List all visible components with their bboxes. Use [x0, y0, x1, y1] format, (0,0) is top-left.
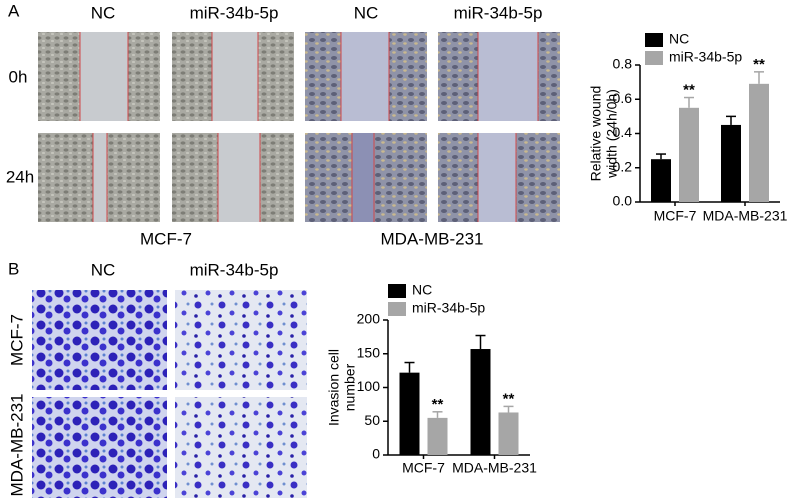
column-label: miR-34b-5p [454, 3, 543, 22]
row-label: MDA-MB-231 [7, 394, 26, 497]
y-tick-label: 50 [364, 412, 380, 428]
y-tick-label: 200 [357, 311, 381, 327]
panel-label: A [8, 1, 20, 20]
row-label: 0h [9, 67, 28, 86]
x-tick-label: MCF-7 [654, 208, 697, 224]
wound-images [38, 32, 560, 222]
invasion-images [32, 290, 307, 498]
legend-label: miR-34b-5p [669, 49, 742, 65]
panel-label: B [8, 259, 19, 278]
y-axis-title: number [342, 363, 358, 411]
legend-swatch [388, 302, 406, 316]
legend-label: miR-34b-5p [412, 300, 485, 316]
significance-marker: ** [753, 56, 765, 73]
cell-line-label: MCF-7 [140, 229, 192, 248]
bar [679, 107, 699, 202]
y-tick-label: 150 [357, 344, 381, 360]
y-tick-label: 0.6 [613, 90, 633, 106]
column-label: NC [91, 3, 116, 22]
bar [427, 417, 448, 455]
column-label: miR-34b-5p [190, 260, 279, 279]
y-axis-title: width (24h/0h) [604, 89, 620, 179]
y-tick-label: 0.4 [613, 124, 633, 140]
significance-marker: ** [683, 82, 695, 99]
column-label: NC [354, 3, 379, 22]
y-axis-title: Invasion cell [326, 349, 342, 426]
legend-swatch [645, 33, 663, 47]
bar [498, 412, 519, 455]
y-tick-label: 100 [357, 378, 381, 394]
row-label: 24h [6, 167, 34, 186]
bar [399, 372, 420, 455]
significance-marker: ** [503, 390, 515, 407]
x-tick-label: MCF-7 [402, 460, 445, 476]
bar [721, 124, 741, 202]
legend-swatch [645, 51, 663, 65]
column-label: NC [91, 260, 116, 279]
bar [651, 159, 671, 202]
legend-label: NC [412, 282, 432, 298]
cell-line-label: MDA-MB-231 [381, 229, 484, 248]
legend-label: NC [669, 31, 689, 47]
row-label: MCF-7 [7, 314, 26, 366]
y-tick-label: 0.8 [613, 56, 633, 72]
x-tick-label: MDA-MB-231 [703, 208, 788, 224]
bar [470, 349, 491, 455]
bar [749, 83, 769, 202]
y-tick-label: 0.0 [613, 193, 633, 209]
significance-marker: ** [432, 396, 444, 413]
legend-swatch [388, 284, 406, 298]
y-tick-label: 0 [372, 446, 380, 462]
x-tick-label: MDA-MB-231 [452, 460, 537, 476]
y-tick-label: 0.2 [613, 158, 633, 174]
column-label: miR-34b-5p [190, 3, 279, 22]
y-axis-title: Relative wound [588, 86, 604, 182]
